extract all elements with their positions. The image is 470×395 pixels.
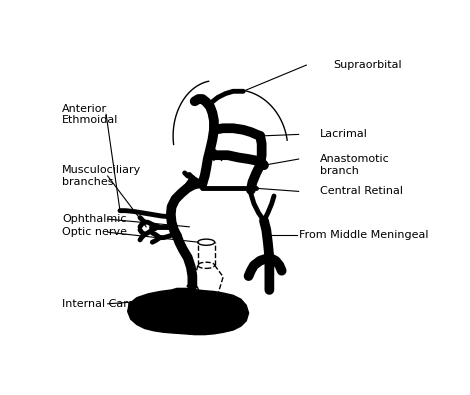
Text: Internal Carotid: Internal Carotid [62, 299, 149, 309]
Text: From Middle Meningeal: From Middle Meningeal [298, 229, 428, 239]
Text: Central Retinal: Central Retinal [320, 186, 403, 196]
Polygon shape [128, 284, 249, 335]
Text: Lacrimal: Lacrimal [320, 130, 368, 139]
Text: Supraorbital: Supraorbital [333, 60, 402, 70]
Text: Musculociliary
branches: Musculociliary branches [62, 165, 141, 187]
Text: Optic nerve: Optic nerve [62, 227, 127, 237]
Text: Anastomotic
branch: Anastomotic branch [320, 154, 390, 176]
Text: Ophthalmic: Ophthalmic [62, 214, 127, 224]
Text: Anterior
Ethmoidal: Anterior Ethmoidal [62, 103, 118, 125]
